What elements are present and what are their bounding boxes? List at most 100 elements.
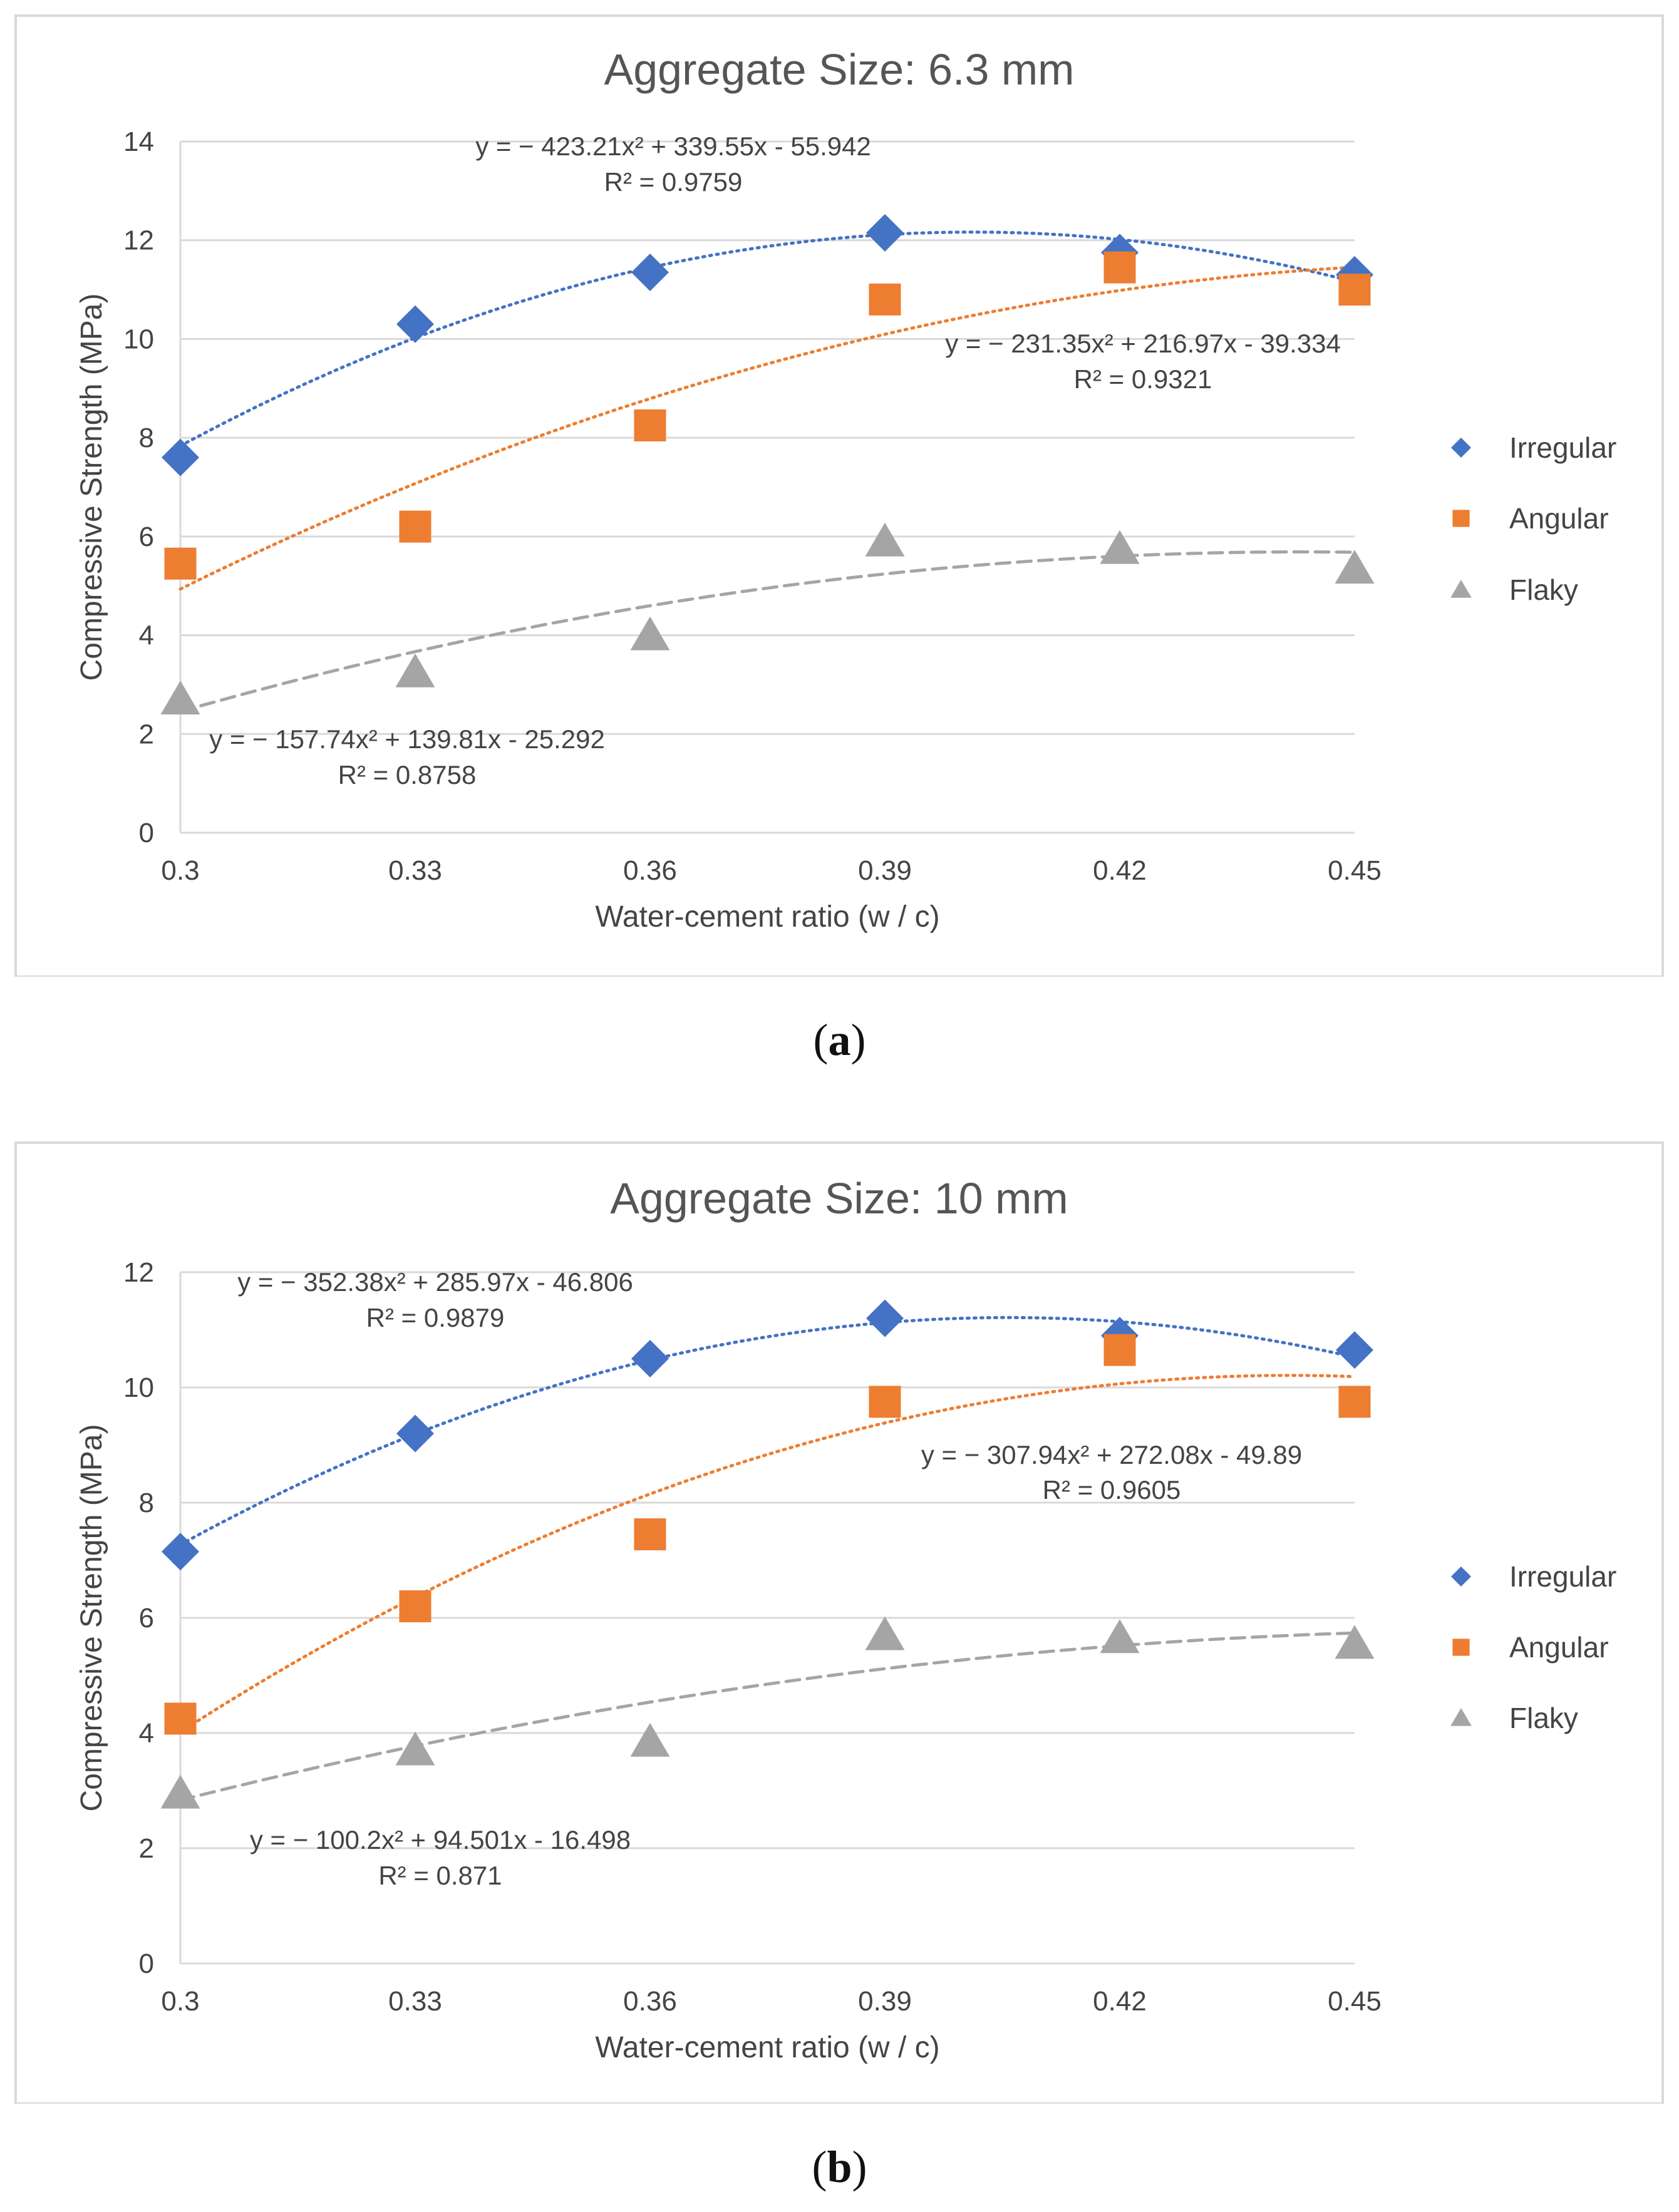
data-point-flaky [1100, 530, 1140, 564]
trendline-r2-flaky: R² = 0.871 [378, 1861, 502, 1890]
data-point-angular [1338, 274, 1371, 306]
data-point-flaky [160, 1774, 200, 1809]
data-point-flaky [395, 1731, 435, 1766]
data-point-angular [399, 510, 431, 543]
chart-b: Aggregate Size: 10 mm 0 2 4 6 8 10 12 0.3 0.33 0.3… [14, 1141, 1664, 2104]
x-axis-title: Water-cement ratio (w / c) [595, 900, 939, 934]
y-tick-label: 4 [139, 620, 154, 651]
y-tick-label: 2 [139, 719, 154, 749]
trendline-equation-irregular: y = − 423.21x² + 339.55x - 55.942 [475, 131, 871, 161]
data-point-angular [869, 283, 901, 316]
chart-frame [14, 1141, 1664, 2104]
data-point-irregular [162, 1533, 199, 1571]
caption-letter-b: b [827, 2142, 852, 2192]
y-tick-label: 10 [123, 324, 154, 354]
trendline-equation-flaky: y = − 157.74x² + 139.81x - 25.292 [209, 724, 605, 754]
data-point-irregular [866, 1299, 904, 1337]
trendline-angular [178, 1374, 1356, 1734]
data-point-angular [1338, 1386, 1371, 1418]
trendline-r2-irregular: R² = 0.9759 [604, 167, 743, 197]
trendline-angular [178, 265, 1356, 591]
trendline-flaky [178, 550, 1356, 713]
x-tick-label: 0.42 [1093, 1986, 1147, 2017]
legend-marker-irregular [1451, 1566, 1471, 1587]
data-point-angular [634, 1518, 666, 1551]
trendline-r2-angular: R² = 0.9321 [1074, 364, 1212, 394]
legend-label-angular: Angular [1509, 502, 1609, 535]
data-point-irregular [162, 438, 199, 476]
data-point-angular [634, 409, 666, 441]
y-tick-label: 14 [123, 126, 154, 157]
x-tick-label: 0.39 [858, 1986, 912, 2017]
data-point-irregular [866, 213, 904, 252]
x-axis-title: Water-cement ratio (w / c) [595, 2031, 939, 2064]
x-tick-label: 0.33 [388, 855, 442, 886]
data-point-angular [1103, 1334, 1136, 1366]
data-point-angular [399, 1590, 431, 1623]
trendline-flaky [178, 1631, 1356, 1802]
data-point-irregular [631, 253, 669, 291]
data-point-angular [869, 1386, 901, 1418]
data-point-flaky [630, 1722, 670, 1757]
trendline-equation-flaky: y = − 100.2x² + 94.501x - 16.498 [250, 1825, 631, 1854]
legend-marker-angular [1452, 510, 1470, 527]
data-point-flaky [1335, 550, 1375, 584]
x-tick-label: 0.45 [1328, 855, 1382, 886]
legend-marker-flaky [1450, 580, 1472, 598]
y-axis-title: Compressive Strength (MPa) [75, 1424, 108, 1812]
x-tick-label: 0.33 [388, 1986, 442, 2017]
y-tick-label: 2 [139, 1833, 154, 1864]
chart-panel-a: Aggregate Size: 6.3 mm 0 2 4 6 8 10 12 14 0.3 0.33… [14, 14, 1664, 1065]
data-point-flaky [160, 681, 200, 715]
legend-label-irregular: Irregular [1509, 1560, 1616, 1593]
legend-marker-irregular [1451, 438, 1471, 458]
data-point-angular [164, 547, 197, 580]
x-tick-label: 0.36 [623, 1986, 677, 2017]
data-point-irregular [631, 1340, 669, 1377]
caption-letter-a: a [828, 1015, 851, 1065]
data-point-irregular [1336, 1331, 1373, 1369]
legend-label-irregular: Irregular [1509, 431, 1616, 464]
legend-label-flaky: Flaky [1509, 1702, 1578, 1734]
y-tick-label: 4 [139, 1718, 154, 1749]
data-point-angular [164, 1702, 197, 1735]
trendline-irregular [178, 230, 1356, 448]
caption-a: (a) [813, 1015, 866, 1065]
chart-panel-b: Aggregate Size: 10 mm 0 2 4 6 8 10 12 0.3 0.33 0.3… [0, 1127, 1679, 2212]
chart-title: Aggregate Size: 6.3 mm [604, 45, 1075, 94]
legend-marker-flaky [1450, 1708, 1472, 1726]
data-point-flaky [1100, 1619, 1140, 1654]
y-tick-label: 8 [139, 423, 154, 453]
caption-b: (b) [812, 2142, 867, 2192]
data-point-flaky [630, 616, 670, 651]
y-tick-label: 6 [139, 522, 154, 552]
trendline-equation-angular: y = − 231.35x² + 216.97x - 39.334 [945, 329, 1341, 358]
trendline-equation-angular: y = − 307.94x² + 272.08x - 49.89 [921, 1440, 1302, 1469]
legend-marker-angular [1452, 1638, 1470, 1656]
trendline-r2-flaky: R² = 0.8758 [338, 760, 477, 790]
trendline-r2-irregular: R² = 0.9879 [366, 1303, 505, 1332]
x-tick-label: 0.3 [161, 855, 199, 886]
data-point-flaky [395, 653, 435, 687]
x-tick-label: 0.39 [858, 855, 912, 886]
y-axis-title: Compressive Strength (MPa) [75, 294, 108, 681]
y-tick-label: 0 [139, 1948, 154, 1979]
trendline-r2-angular: R² = 0.9605 [1043, 1475, 1181, 1505]
trendline-irregular [178, 1315, 1356, 1546]
y-tick-label: 10 [123, 1372, 154, 1403]
data-point-irregular [396, 305, 434, 343]
y-tick-label: 0 [139, 818, 154, 848]
chart-title: Aggregate Size: 10 mm [610, 1174, 1068, 1223]
y-tick-label: 8 [139, 1488, 154, 1518]
chart-frame [14, 14, 1664, 977]
legend-label-flaky: Flaky [1509, 574, 1578, 606]
data-point-flaky [865, 1616, 905, 1650]
x-tick-label: 0.42 [1093, 855, 1147, 886]
legend-label-angular: Angular [1509, 1631, 1609, 1664]
data-point-angular [1103, 251, 1136, 284]
y-tick-label: 12 [123, 225, 154, 256]
y-tick-label: 6 [139, 1603, 154, 1633]
data-point-flaky [1335, 1625, 1375, 1659]
chart-a: Aggregate Size: 6.3 mm 0 2 4 6 8 10 12 14 0.3 0.33… [14, 14, 1664, 977]
x-tick-label: 0.36 [623, 855, 677, 886]
